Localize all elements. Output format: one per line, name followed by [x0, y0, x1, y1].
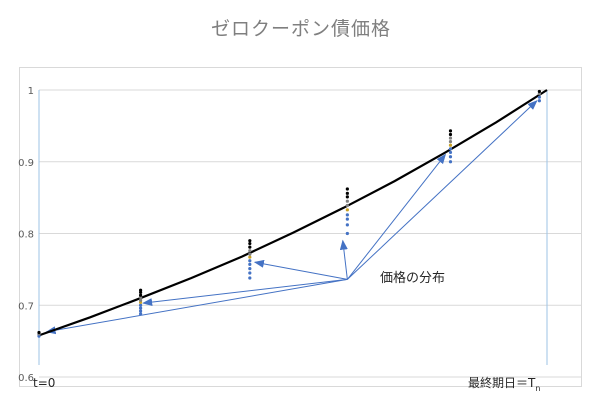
distribution-dot [139, 288, 143, 292]
distribution-arrow [253, 259, 348, 280]
distribution-dot [139, 293, 143, 297]
distribution-dot [139, 306, 143, 310]
distribution-dot [139, 298, 143, 302]
distribution-arrow [142, 278, 348, 307]
distribution-dot [248, 255, 252, 259]
distribution-arrow [45, 278, 348, 335]
x-end-label-main: 最終期日＝T [468, 375, 536, 390]
distribution-dot [537, 99, 541, 103]
chart-frame [19, 67, 582, 387]
distribution-dot [448, 147, 453, 151]
distribution-dot [345, 191, 349, 195]
distribution-arrow [347, 100, 538, 280]
y-tick-labels: 0.6 0.7 0.8 0.9 1 [18, 86, 34, 384]
distribution-dot [537, 89, 541, 94]
distribution-dot [248, 276, 252, 280]
distribution-dot [345, 231, 349, 236]
distribution-dot [448, 155, 453, 159]
distribution-arrow [339, 239, 348, 280]
distribution-dot [448, 160, 453, 164]
distribution-dot [345, 208, 349, 212]
grid-lines [39, 89, 582, 378]
distribution-dot [345, 187, 349, 191]
distribution-dot [139, 303, 143, 307]
chart-title: ゼロクーポン債価格 [210, 18, 391, 40]
distribution-arrows [45, 100, 538, 335]
distribution-arrow [346, 153, 447, 280]
distribution-dot [248, 267, 252, 271]
distribution-dot [448, 150, 453, 155]
distribution-dot [537, 95, 541, 99]
distribution-dot [448, 129, 453, 133]
price-curve [38, 89, 548, 337]
distribution-dot [448, 132, 453, 137]
distribution-dot [248, 249, 252, 253]
y-tick-label: 0.6 [18, 373, 34, 384]
y-tick-label: 0.7 [18, 301, 34, 312]
distribution-dot [345, 217, 349, 221]
distribution-dot [448, 136, 453, 140]
distribution-dot [248, 262, 252, 266]
distribution-dot [139, 309, 143, 313]
distribution-dot [345, 203, 349, 208]
y-tick-label: 0.8 [18, 230, 34, 241]
distribution-dot [345, 199, 349, 203]
vertical-boundary-lines [38, 90, 548, 365]
distribution-dot [248, 252, 252, 256]
y-tick-label: 1 [28, 86, 34, 97]
distribution-dot [345, 213, 349, 217]
distribution-dot [345, 195, 349, 199]
distribution-dot [248, 239, 252, 243]
curve-line [38, 89, 548, 337]
annotation-label: 価格の分布 [380, 270, 445, 286]
distribution-dot [248, 241, 252, 246]
distribution-dot [139, 312, 143, 316]
y-tick-label: 0.9 [18, 158, 34, 169]
distribution-dot [37, 330, 41, 335]
distribution-dot [345, 223, 349, 227]
distribution-dot [248, 271, 252, 275]
distribution-dot [248, 245, 252, 249]
x-end-label: 最終期日＝Tn [468, 375, 540, 393]
x-start-label: t=0 [33, 376, 55, 390]
x-end-label-subscript: n [535, 384, 540, 393]
distribution-dot [248, 259, 252, 263]
distribution-dot [448, 143, 453, 147]
distribution-dot [448, 140, 453, 144]
price-distribution-dots [37, 89, 541, 338]
